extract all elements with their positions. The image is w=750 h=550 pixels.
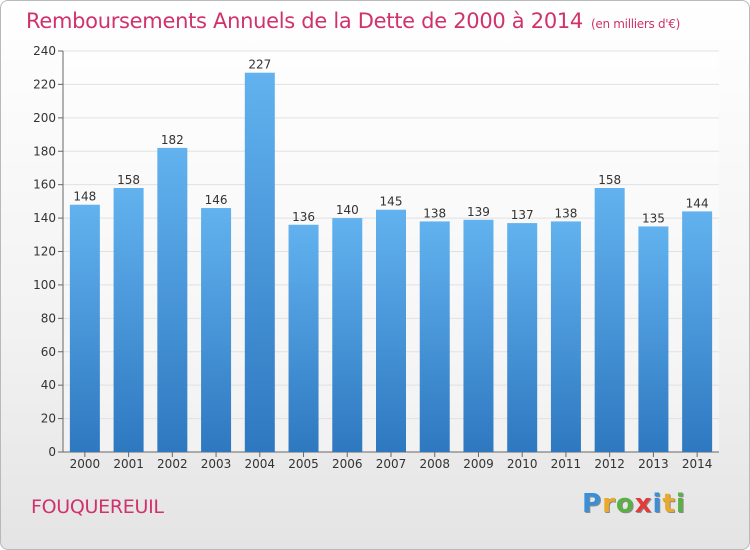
y-tick-label: 100 bbox=[33, 278, 56, 292]
bar-value-label: 139 bbox=[467, 205, 490, 219]
bar bbox=[419, 221, 450, 452]
logo-letter: x bbox=[634, 489, 653, 519]
x-tick-label: 2008 bbox=[419, 457, 450, 471]
bar bbox=[157, 147, 188, 453]
y-tick-label: 140 bbox=[33, 211, 56, 225]
chart-title: Remboursements Annuels de la Dette de 20… bbox=[26, 9, 680, 33]
bar-value-label: 182 bbox=[161, 133, 184, 147]
x-tick-label: 2002 bbox=[157, 457, 188, 471]
y-tick-label: 160 bbox=[33, 178, 56, 192]
bar-value-label: 158 bbox=[598, 173, 621, 187]
y-tick-label: 240 bbox=[33, 44, 56, 58]
y-tick-label: 200 bbox=[33, 111, 56, 125]
bar bbox=[113, 188, 144, 452]
bar bbox=[201, 208, 232, 452]
bar-value-label: 136 bbox=[292, 210, 315, 224]
bar-value-label: 145 bbox=[380, 195, 403, 209]
bar bbox=[376, 209, 406, 452]
x-tick-label: 2007 bbox=[376, 457, 407, 471]
commune-name: FOUQUEREUIL bbox=[31, 496, 164, 518]
x-tick-label: 2013 bbox=[638, 457, 669, 471]
proxiti-logo[interactable]: Proxiti bbox=[582, 489, 686, 519]
bar-value-label: 135 bbox=[642, 211, 665, 225]
bar-value-label: 138 bbox=[554, 206, 577, 220]
logo-letter: i bbox=[652, 489, 663, 519]
x-tick-label: 2012 bbox=[594, 457, 625, 471]
y-tick-label: 60 bbox=[41, 345, 56, 359]
x-tick-label: 2014 bbox=[682, 457, 713, 471]
bar bbox=[332, 218, 363, 452]
bar bbox=[69, 204, 100, 452]
bar-value-label: 148 bbox=[73, 190, 96, 204]
logo-letter: t bbox=[662, 489, 676, 519]
bar bbox=[288, 224, 319, 452]
y-tick-label: 40 bbox=[41, 378, 56, 392]
bar-value-label: 140 bbox=[336, 203, 359, 217]
chart-title-text: Remboursements Annuels de la Dette de 20… bbox=[26, 9, 583, 33]
bar bbox=[507, 223, 538, 452]
bar-value-label: 137 bbox=[511, 208, 534, 222]
logo-letter: i bbox=[675, 489, 686, 519]
bar bbox=[594, 188, 625, 452]
logo-letter: P bbox=[582, 489, 603, 519]
bar bbox=[244, 72, 275, 453]
bar-value-label: 146 bbox=[205, 193, 228, 207]
y-tick-label: 120 bbox=[33, 245, 56, 259]
bar-value-label: 138 bbox=[423, 206, 446, 220]
logo-letter: o bbox=[615, 489, 635, 519]
x-tick-label: 2005 bbox=[288, 457, 319, 471]
y-tick-label: 0 bbox=[48, 445, 56, 459]
y-tick-label: 20 bbox=[41, 412, 56, 426]
bar bbox=[682, 211, 713, 452]
bar bbox=[550, 221, 581, 452]
logo-letter: r bbox=[602, 489, 616, 519]
x-tick-label: 2006 bbox=[332, 457, 363, 471]
bar-value-label: 158 bbox=[117, 173, 140, 187]
chart-unit: (en milliers d'€) bbox=[591, 17, 681, 31]
y-tick-label: 80 bbox=[41, 311, 56, 325]
x-tick-label: 2001 bbox=[113, 457, 144, 471]
x-tick-label: 2010 bbox=[507, 457, 538, 471]
bar-value-label: 227 bbox=[248, 58, 271, 72]
x-tick-label: 2011 bbox=[551, 457, 582, 471]
y-tick-label: 180 bbox=[33, 144, 56, 158]
bar-value-label: 144 bbox=[686, 196, 709, 210]
x-tick-label: 2003 bbox=[201, 457, 232, 471]
bar bbox=[463, 219, 494, 452]
x-tick-label: 2004 bbox=[245, 457, 276, 471]
x-tick-label: 2000 bbox=[70, 457, 101, 471]
bar bbox=[638, 226, 669, 452]
x-tick-label: 2009 bbox=[463, 457, 494, 471]
y-tick-label: 220 bbox=[33, 77, 56, 91]
